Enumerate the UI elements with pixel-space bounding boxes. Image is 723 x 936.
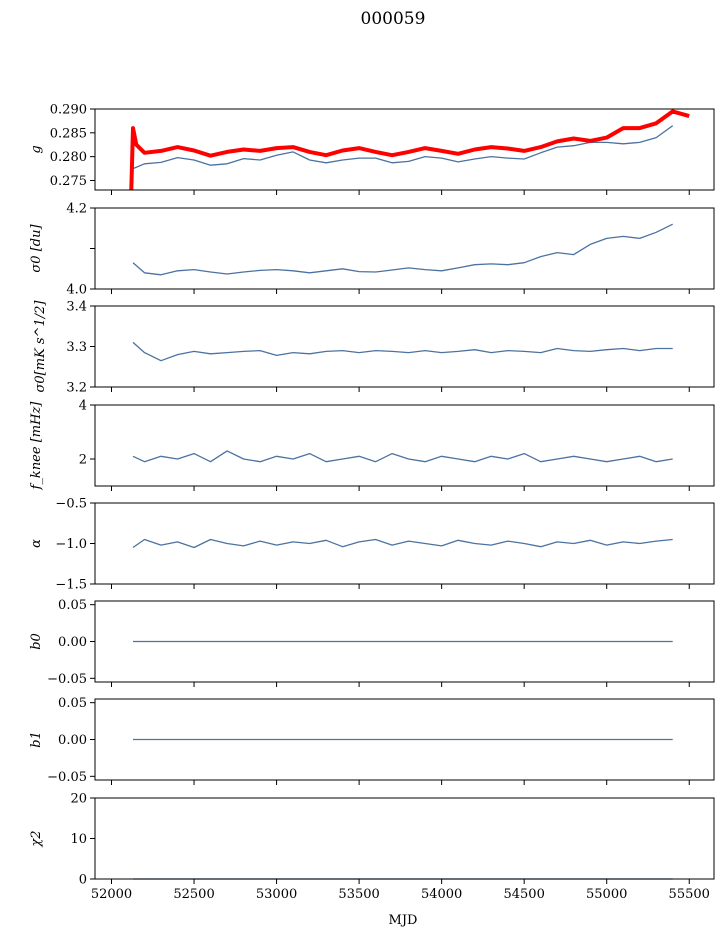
panel-3-y-axis-label: f_knee [mHz] (29, 401, 44, 491)
panel-0-ytick-label-0: 0.275 (50, 174, 87, 189)
panel-7-y-axis-label: χ2 (29, 830, 44, 847)
x-tick-label-7: 55500 (669, 887, 710, 902)
x-tick-label-1: 52500 (173, 887, 214, 902)
panel-6-ytick-label-2: 0.05 (58, 696, 87, 711)
panel-1-y-axis-label: σ0 [du] (29, 224, 44, 273)
panel-4-ytick-label-1: −1.0 (55, 537, 87, 552)
panel-4-y-axis-label: α (29, 539, 44, 548)
panel-1-series-0 (132, 223, 673, 276)
panel-0-ytick-label-3: 0.290 (50, 103, 87, 118)
panel-1-ytick-label-0: 4.0 (66, 283, 87, 298)
x-tick-label-6: 55000 (586, 887, 627, 902)
panel-4-ytick-label-0: −1.5 (55, 578, 87, 593)
panel-2-series-0 (132, 341, 673, 362)
panels: 0.275 0.280 0.285 0.290 g 4.0 4.2 σ0 [du] 3.2 3.3… (29, 103, 715, 902)
x-tick-label-3: 53500 (338, 887, 379, 902)
panel-1-ytick-label-2: 4.2 (66, 202, 87, 217)
panel-4-series-0 (132, 538, 673, 549)
panel-5-ytick-label-1: 0.00 (58, 635, 87, 650)
panel-2-ytick-label-1: 3.3 (66, 340, 87, 355)
panel-0-frame (94, 108, 715, 191)
panel-3-series-0 (132, 450, 673, 463)
panel-0-series-0 (132, 125, 674, 170)
panel-7-ytick-label-1: 10 (70, 832, 87, 847)
panel-3-ytick-label-0: 2 (79, 453, 87, 468)
panel-4-frame (94, 502, 715, 585)
panel-5-ytick-label-0: −0.05 (47, 672, 87, 687)
panel-6-ytick-label-1: 0.00 (58, 733, 87, 748)
panel-0-series-1 (129, 109, 690, 191)
x-tick-label-4: 54000 (421, 887, 462, 902)
panel-6-ytick-label-0: −0.05 (47, 770, 87, 785)
panel-1-frame (94, 207, 715, 290)
panel-4-ytick-label-2: −0.5 (55, 497, 87, 512)
panel-0-ytick-label-2: 0.285 (50, 126, 87, 141)
panel-7-ytick-label-2: 20 (70, 792, 87, 807)
panel-2-ytick-label-0: 3.2 (66, 381, 87, 396)
panel-7-ytick-label-0: 0 (79, 873, 87, 888)
panel-7-frame (94, 797, 715, 880)
panel-2-y-axis-label: σ0[mK s^1/2] (33, 300, 48, 393)
panel-0-y-axis-label: g (29, 145, 44, 153)
panel-0-ytick-label-1: 0.280 (50, 150, 87, 165)
panel-2-frame (94, 305, 715, 388)
x-axis-label: MJD (389, 913, 418, 928)
panel-5-ytick-label-2: 0.05 (58, 598, 87, 613)
x-tick-label-5: 54500 (503, 887, 544, 902)
panel-3-frame (94, 404, 715, 487)
panel-2-ytick-label-2: 3.4 (66, 300, 87, 315)
x-tick-label-0: 52000 (91, 887, 132, 902)
chart-title: 000059 (361, 9, 426, 29)
panel-5-y-axis-label: b0 (29, 633, 44, 650)
panel-3-ytick-label-1: 4 (79, 399, 87, 414)
x-tick-label-2: 53000 (256, 887, 297, 902)
panel-6-y-axis-label: b1 (29, 731, 44, 748)
